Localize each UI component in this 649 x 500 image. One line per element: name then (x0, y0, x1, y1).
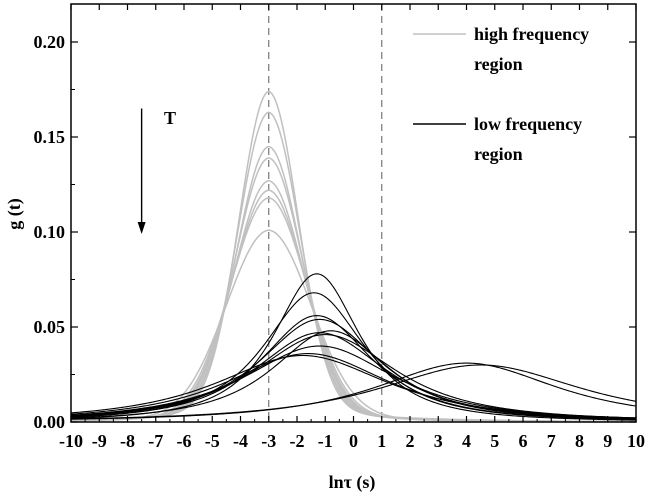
high-frequency-curve-6 (70, 189, 636, 423)
high-frequency-curve-7 (70, 197, 636, 423)
low-frequency-curve-11 (70, 362, 637, 420)
x-tick-label: -9 (92, 431, 107, 451)
low-frequency-curve-5 (70, 330, 637, 420)
x-tick-label: -1 (318, 431, 333, 451)
down-arrow-head-icon (137, 222, 146, 234)
x-tick-label: 5 (490, 431, 499, 451)
x-tick-label: 8 (575, 431, 584, 451)
x-tick-label: 3 (434, 431, 443, 451)
x-tick-label: -6 (177, 431, 192, 451)
temperature-annotation: T (137, 108, 176, 234)
x-tick-label: 7 (547, 431, 556, 451)
x-tick-label: 6 (519, 431, 528, 451)
y-axis-title: g (t) (4, 198, 25, 229)
low-frequency-curve-10 (70, 354, 637, 419)
x-tick-label: 10 (627, 431, 645, 451)
x-tick-label: -2 (290, 431, 305, 451)
x-tick-label: -7 (148, 431, 163, 451)
x-tick-label: 0 (349, 431, 358, 451)
x-tick-label: -5 (205, 431, 220, 451)
x-tick-label: 9 (603, 431, 612, 451)
y-tick-label: 0.15 (34, 127, 66, 147)
x-tick-label: 4 (462, 431, 471, 451)
y-tick-label: 0.10 (34, 222, 66, 242)
high-frequency-curve-4 (70, 157, 637, 423)
plot-area (70, 4, 637, 423)
high-frequency-curve-1 (70, 90, 636, 423)
x-tick-label: 2 (406, 431, 415, 451)
y-tick-label: 0.20 (34, 32, 66, 52)
legend-label-high-frequency-line2: region (474, 54, 523, 74)
x-tick-label: 1 (377, 431, 386, 451)
legend-label-low-frequency-line2: region (474, 144, 523, 164)
low-frequency-curve-6 (70, 332, 637, 420)
legend: high frequency region low frequency regi… (413, 24, 589, 164)
x-tick-label: -8 (120, 431, 135, 451)
high-frequency-curve-2 (70, 111, 637, 423)
x-axis-title: lnτ (s) (329, 472, 376, 493)
x-tick-label: -10 (59, 431, 83, 451)
x-tick-label: -4 (233, 431, 248, 451)
annotation-label-T: T (164, 108, 176, 128)
y-tick-label: 0.00 (34, 412, 66, 432)
axes: -10 -9 -8 -7 -6 -5 -4 -3 -2 -1 0 1 2 3 4 5 6 7 8 9 100.000.0… (34, 3, 645, 451)
legend-label-high-frequency: high frequency (474, 24, 589, 44)
high-frequency-curve-3 (70, 145, 637, 423)
plot-frame (70, 3, 637, 423)
legend-label-low-frequency: low frequency (474, 114, 582, 134)
low-frequency-curve-2 (70, 292, 637, 421)
y-tick-label: 0.05 (34, 317, 66, 337)
low-frequency-curve-12 (70, 364, 637, 420)
x-tick-label: -3 (261, 431, 276, 451)
high-frequency-curve-8 (70, 229, 636, 423)
